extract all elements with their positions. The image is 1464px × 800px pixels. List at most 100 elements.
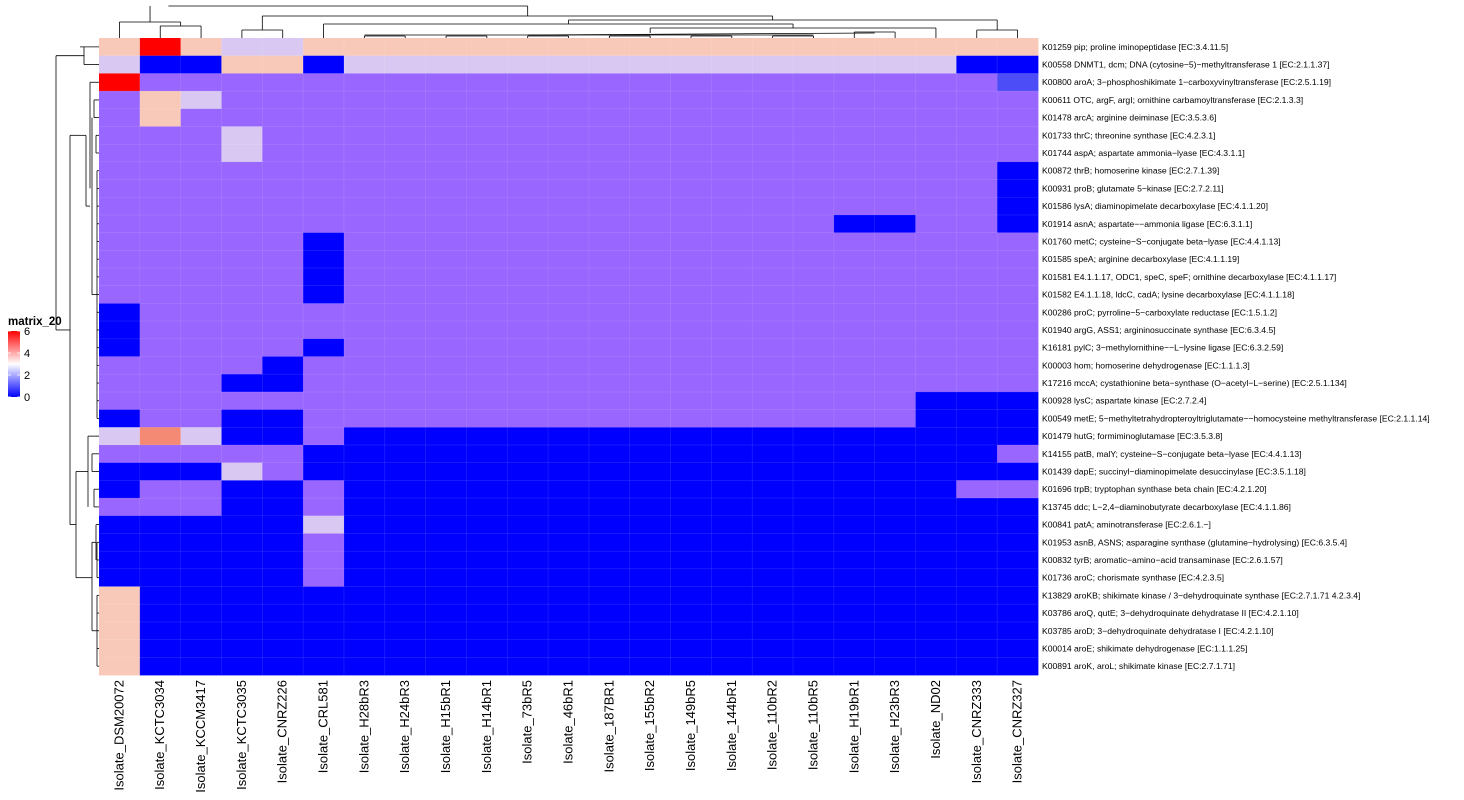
heatmap-cell <box>343 73 386 92</box>
heatmap-cell <box>629 568 671 587</box>
heatmap-cell <box>139 498 182 517</box>
heatmap-cell <box>548 409 590 428</box>
heatmap-cell <box>915 214 957 234</box>
heatmap-cell <box>221 268 263 287</box>
heatmap-cell <box>793 515 835 534</box>
heatmap-cell <box>262 268 304 287</box>
heatmap-cell <box>833 409 876 428</box>
heatmap-cell <box>384 73 427 92</box>
heatmap-cell <box>425 91 467 110</box>
heatmap-cell <box>711 515 753 534</box>
heatmap-cell <box>997 73 1039 92</box>
heatmap-cell <box>425 391 467 410</box>
heatmap-cell <box>874 356 916 375</box>
heatmap-cell <box>711 427 753 446</box>
heatmap-cell <box>180 268 222 287</box>
row-label: K03785 aroD; 3−dehydroquinate dehydratas… <box>1042 626 1273 636</box>
heatmap-cell <box>915 604 957 623</box>
heatmap-cell <box>466 374 508 393</box>
legend-title: matrix_20 <box>8 316 62 328</box>
heatmap-cell <box>139 268 182 287</box>
heatmap-cell <box>507 586 549 605</box>
heatmap-cell <box>384 391 427 410</box>
heatmap-cell <box>833 338 876 357</box>
heatmap-cell <box>303 108 345 127</box>
heatmap-cell <box>221 586 263 605</box>
heatmap-cell <box>629 250 671 269</box>
row-label: K01586 lysA; diaminopimelate decarboxyla… <box>1042 201 1268 211</box>
heatmap-cell <box>180 374 222 393</box>
heatmap-cell <box>997 515 1039 534</box>
heatmap-cell <box>180 391 222 410</box>
heatmap-cell <box>711 604 753 623</box>
heatmap-cell <box>384 55 427 74</box>
heatmap-cell <box>507 604 549 623</box>
heatmap-cell <box>548 604 590 623</box>
heatmap-cell <box>303 214 345 234</box>
heatmap-cell <box>752 232 794 251</box>
heatmap-cell <box>629 462 671 481</box>
heatmap-cell <box>752 338 794 357</box>
heatmap-cell <box>99 568 141 587</box>
heatmap-cell <box>343 338 386 357</box>
heatmap-cell <box>180 197 222 216</box>
heatmap-cell <box>139 91 182 110</box>
heatmap-cell <box>997 214 1039 234</box>
heatmap-cell <box>507 409 549 428</box>
heatmap-cell <box>466 73 508 92</box>
heatmap-cell <box>262 604 304 623</box>
heatmap-cell <box>588 551 631 570</box>
heatmap-cell <box>343 657 386 676</box>
heatmap-cell <box>303 55 345 74</box>
heatmap-cell <box>139 144 182 163</box>
heatmap-cell <box>833 657 876 676</box>
heatmap-cell <box>629 621 671 641</box>
heatmap-cell <box>221 161 263 180</box>
heatmap-cell <box>262 144 304 163</box>
heatmap-cell <box>752 427 794 446</box>
heatmap-cell <box>384 533 427 552</box>
heatmap-cell <box>997 321 1039 340</box>
row-label: K16181 pylC; 3−methylornithine−−L−lysine… <box>1042 343 1283 353</box>
heatmap-cell <box>793 73 835 92</box>
heatmap-cell <box>711 498 753 517</box>
heatmap-cell <box>915 621 957 641</box>
heatmap-cell <box>670 91 712 110</box>
heatmap-cell <box>833 214 876 234</box>
heatmap-cell <box>507 444 549 464</box>
heatmap-cell <box>180 179 222 198</box>
heatmap-cell <box>793 480 835 499</box>
heatmap-cell <box>303 197 345 216</box>
heatmap-cell <box>303 444 345 464</box>
heatmap-cell <box>752 268 794 287</box>
heatmap-cell <box>99 232 141 251</box>
heatmap-cell <box>466 586 508 605</box>
heatmap-cell <box>711 657 753 676</box>
heatmap-cell <box>588 250 631 269</box>
heatmap-cell <box>711 338 753 357</box>
heatmap-cell <box>833 232 876 251</box>
legend-color-bar <box>8 331 20 397</box>
heatmap-cell <box>221 338 263 357</box>
heatmap-cell <box>752 444 794 464</box>
column-label: Isolate_73bR5 <box>520 680 535 764</box>
heatmap-cell <box>99 427 141 446</box>
heatmap-cell <box>384 356 427 375</box>
heatmap-cell <box>997 303 1039 322</box>
heatmap-cell <box>629 73 671 92</box>
heatmap-cell <box>384 144 427 163</box>
heatmap-cell <box>99 533 141 552</box>
heatmap-cell <box>180 409 222 428</box>
heatmap-cell <box>343 515 386 534</box>
heatmap-cell <box>874 144 916 163</box>
heatmap-cell <box>793 338 835 357</box>
heatmap-cell <box>711 480 753 499</box>
heatmap-cell <box>262 498 304 517</box>
heatmap-cell <box>425 586 467 605</box>
heatmap-cell <box>99 462 141 481</box>
heatmap-cell <box>180 657 222 676</box>
heatmap-cell <box>221 197 263 216</box>
heatmap-cell <box>915 568 957 587</box>
